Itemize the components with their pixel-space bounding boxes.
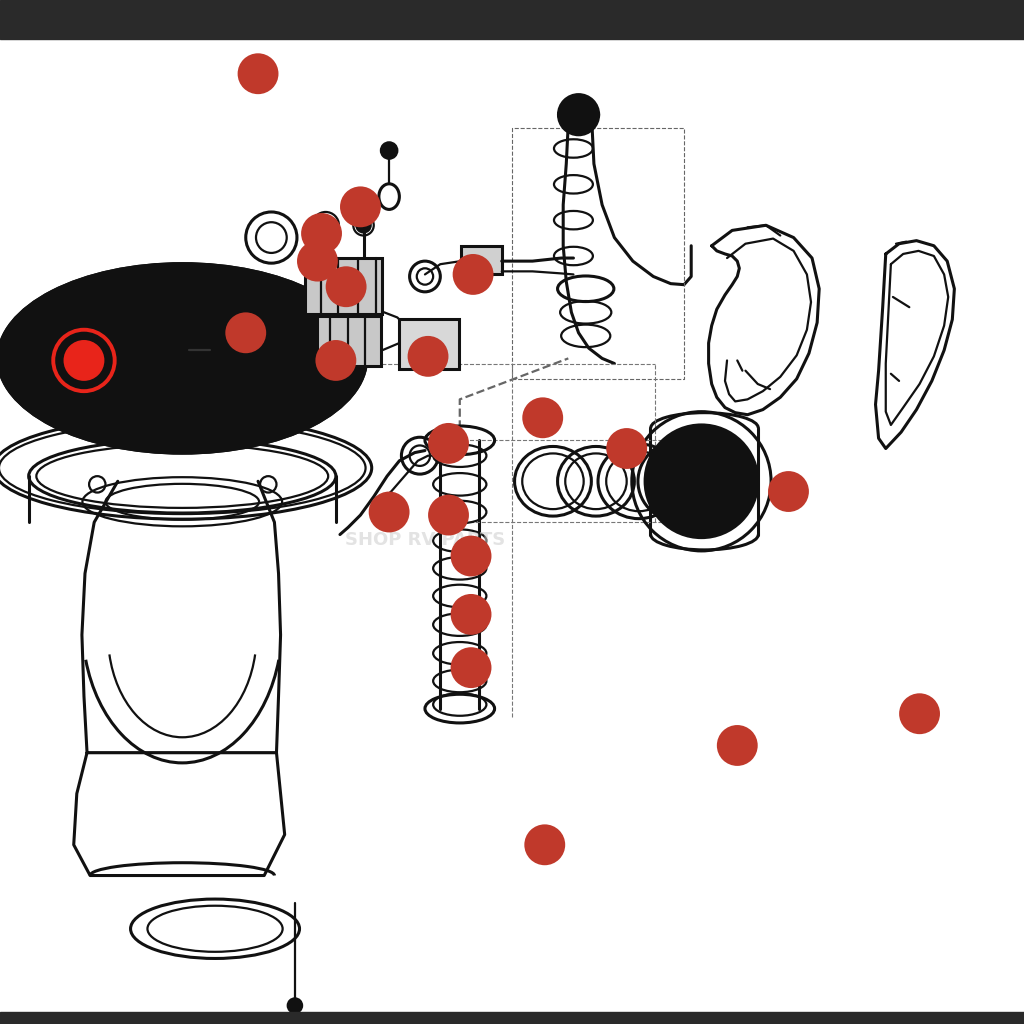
Circle shape: [452, 537, 490, 575]
Circle shape: [226, 313, 265, 352]
Text: 21: 21: [315, 229, 328, 238]
Circle shape: [341, 187, 380, 226]
Circle shape: [769, 472, 808, 511]
Circle shape: [900, 694, 939, 733]
Circle shape: [452, 648, 490, 687]
Circle shape: [239, 54, 278, 93]
Bar: [0, 0, 1024, 39]
Text: 22: 22: [354, 203, 367, 211]
Text: 17: 17: [537, 414, 549, 422]
Circle shape: [607, 429, 646, 468]
Text: 1: 1: [313, 256, 322, 266]
Text: 5: 5: [385, 507, 393, 517]
Text: 13: 13: [731, 741, 743, 750]
Circle shape: [327, 267, 366, 306]
Circle shape: [429, 496, 468, 535]
Text: 19: 19: [422, 352, 434, 360]
Circle shape: [370, 493, 409, 531]
Text: 9: 9: [468, 551, 474, 561]
Circle shape: [322, 362, 334, 375]
Text: 10: 10: [465, 610, 477, 618]
Circle shape: [65, 341, 103, 380]
Text: 8: 8: [444, 510, 453, 520]
Text: 18: 18: [330, 356, 342, 365]
Text: 11: 11: [465, 664, 477, 672]
Bar: [305, 258, 382, 314]
Circle shape: [429, 424, 468, 463]
Text: 3: 3: [242, 328, 250, 338]
Text: SHOP RV PARTS: SHOP RV PARTS: [345, 530, 505, 549]
Text: 14: 14: [913, 710, 926, 718]
Text: 2: 2: [342, 282, 350, 292]
Bar: [399, 319, 459, 369]
Circle shape: [558, 94, 599, 135]
Circle shape: [302, 214, 341, 253]
Text: 16: 16: [621, 444, 633, 453]
Text: 4: 4: [80, 355, 88, 366]
Bar: [0, 1012, 1024, 1024]
Circle shape: [645, 425, 758, 538]
Circle shape: [718, 726, 757, 765]
Circle shape: [452, 595, 490, 634]
Circle shape: [356, 218, 371, 232]
Circle shape: [525, 825, 564, 864]
Circle shape: [288, 998, 302, 1013]
Circle shape: [523, 398, 562, 437]
Circle shape: [316, 216, 335, 234]
Text: 6: 6: [444, 438, 453, 449]
Text: 15: 15: [782, 487, 795, 496]
Circle shape: [316, 341, 355, 380]
Circle shape: [298, 242, 337, 281]
Text: 12: 12: [539, 841, 551, 849]
Bar: [317, 316, 381, 366]
Text: 20: 20: [467, 270, 479, 279]
Circle shape: [381, 142, 397, 159]
Circle shape: [454, 255, 493, 294]
Bar: [461, 246, 502, 274]
Circle shape: [409, 337, 447, 376]
Ellipse shape: [0, 263, 367, 453]
Text: 23: 23: [252, 70, 264, 78]
